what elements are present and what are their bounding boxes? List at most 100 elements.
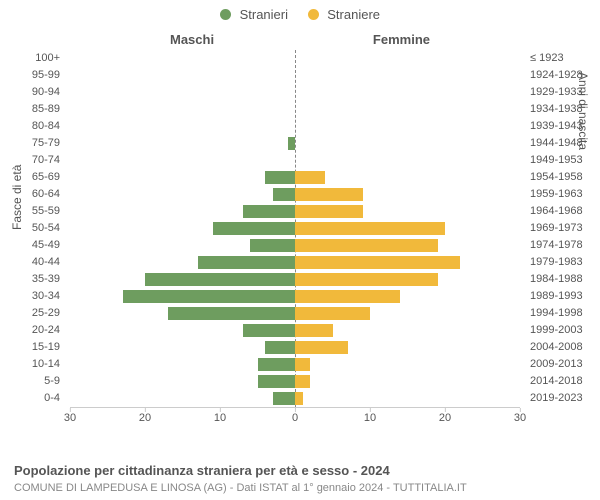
legend-swatch-female [308,9,319,20]
legend-swatch-male [220,9,231,20]
birth-year-label: 1974-1978 [530,237,600,254]
birth-year-label: 1934-1938 [530,101,600,118]
birth-year-label: 1959-1963 [530,186,600,203]
bar-male [265,341,295,354]
bar-male [250,239,295,252]
age-label: 25-29 [0,305,60,322]
x-tick: 0 [292,412,298,424]
age-label: 65-69 [0,169,60,186]
bar-female [295,256,460,269]
bar-male [273,392,296,405]
age-label: 40-44 [0,254,60,271]
birth-year-label: 1969-1973 [530,220,600,237]
age-label: 95-99 [0,67,60,84]
pyramid-row: 100+≤ 1923 [70,50,520,67]
bar-male [123,290,296,303]
bar-male [288,137,296,150]
bar-male [243,205,296,218]
population-pyramid-chart: Stranieri Straniere Maschi Femmine Fasce… [0,0,600,500]
chart-caption: Popolazione per cittadinanza straniera p… [14,463,390,478]
bar-male [273,188,296,201]
pyramid-row: 70-741949-1953 [70,152,520,169]
age-label: 0-4 [0,390,60,407]
age-label: 85-89 [0,101,60,118]
bar-female [295,273,438,286]
age-label: 35-39 [0,271,60,288]
pyramid-row: 55-591964-1968 [70,203,520,220]
pyramid-row: 0-42019-2023 [70,390,520,407]
pyramid-row: 15-192004-2008 [70,339,520,356]
age-label: 90-94 [0,84,60,101]
legend-item-female: Straniere [308,6,380,22]
pyramid-row: 35-391984-1988 [70,271,520,288]
pyramid-row: 80-841939-1943 [70,118,520,135]
age-label: 10-14 [0,356,60,373]
pyramid-row: 10-142009-2013 [70,356,520,373]
birth-year-label: 2019-2023 [530,390,600,407]
chart-subcaption: COMUNE DI LAMPEDUSA E LINOSA (AG) - Dati… [14,482,467,494]
birth-year-label: 1979-1983 [530,254,600,271]
rows-container: 100+≤ 192395-991924-192890-941929-193385… [70,50,520,407]
birth-year-label: 1929-1933 [530,84,600,101]
bar-female [295,358,310,371]
bar-female [295,307,370,320]
pyramid-row: 65-691954-1958 [70,169,520,186]
pyramid-row: 85-891934-1938 [70,101,520,118]
bar-female [295,324,333,337]
bar-male [258,358,296,371]
pyramid-row: 20-241999-2003 [70,322,520,339]
age-label: 70-74 [0,152,60,169]
pyramid-row: 45-491974-1978 [70,237,520,254]
x-tick: 10 [364,412,376,424]
birth-year-label: 2009-2013 [530,356,600,373]
pyramid-row: 90-941929-1933 [70,84,520,101]
bar-female [295,392,303,405]
pyramid-row: 95-991924-1928 [70,67,520,84]
birth-year-label: 1994-1998 [530,305,600,322]
birth-year-label: 1939-1943 [530,118,600,135]
pyramid-row: 50-541969-1973 [70,220,520,237]
pyramid-row: 25-291994-1998 [70,305,520,322]
age-label: 20-24 [0,322,60,339]
age-label: 55-59 [0,203,60,220]
legend-item-male: Stranieri [220,6,288,22]
bar-male [243,324,296,337]
bar-female [295,222,445,235]
age-label: 50-54 [0,220,60,237]
birth-year-label: 1989-1993 [530,288,600,305]
bar-male [145,273,295,286]
legend-label-female: Straniere [327,7,380,22]
column-title-male: Maschi [170,32,214,47]
x-tick: 30 [514,412,526,424]
age-label: 80-84 [0,118,60,135]
birth-year-label: 2014-2018 [530,373,600,390]
pyramid-row: 40-441979-1983 [70,254,520,271]
pyramid-row: 60-641959-1963 [70,186,520,203]
birth-year-label: ≤ 1923 [530,50,600,67]
age-label: 45-49 [0,237,60,254]
age-label: 100+ [0,50,60,67]
bar-female [295,171,325,184]
legend-label-male: Stranieri [240,7,288,22]
bar-female [295,188,363,201]
birth-year-label: 2004-2008 [530,339,600,356]
birth-year-label: 1949-1953 [530,152,600,169]
bar-male [213,222,296,235]
age-label: 15-19 [0,339,60,356]
bar-male [168,307,296,320]
bar-male [265,171,295,184]
age-label: 60-64 [0,186,60,203]
bar-female [295,290,400,303]
age-label: 5-9 [0,373,60,390]
bar-female [295,341,348,354]
birth-year-label: 1944-1948 [530,135,600,152]
birth-year-label: 1954-1958 [530,169,600,186]
bar-female [295,239,438,252]
x-tick: 20 [439,412,451,424]
x-tick: 30 [64,412,76,424]
birth-year-label: 1999-2003 [530,322,600,339]
x-axis: 3020100102030 [70,407,520,432]
bar-female [295,375,310,388]
pyramid-row: 75-791944-1948 [70,135,520,152]
bar-male [258,375,296,388]
